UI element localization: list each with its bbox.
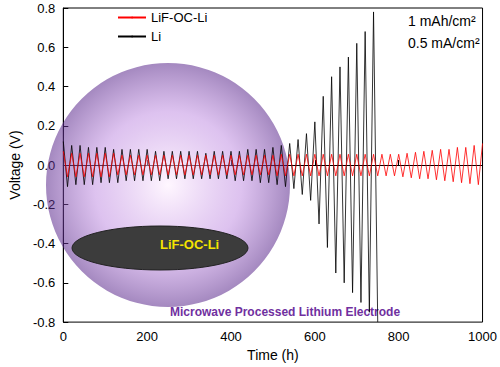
svg-text:0.4: 0.4: [37, 79, 55, 94]
svg-text:Microwave Processed Lithium El: Microwave Processed Lithium Electrode: [170, 305, 400, 319]
svg-text:0.6: 0.6: [37, 40, 55, 55]
svg-text:0.2: 0.2: [37, 118, 55, 133]
svg-text:0.0: 0.0: [37, 157, 56, 173]
svg-text:0.5 mA/cm²: 0.5 mA/cm²: [408, 35, 480, 51]
svg-text:LiF-OC-Li: LiF-OC-Li: [151, 10, 207, 25]
svg-text:-0.4: -0.4: [33, 236, 55, 251]
svg-text:-0.8: -0.8: [33, 315, 55, 330]
svg-text:800: 800: [388, 329, 410, 344]
svg-text:0: 0: [60, 329, 67, 344]
svg-text:-0.6: -0.6: [33, 275, 55, 290]
svg-text:400: 400: [220, 329, 242, 344]
svg-text:LiF-OC-Li: LiF-OC-Li: [160, 237, 219, 252]
svg-text:Time (h): Time (h): [247, 347, 299, 363]
svg-text:-0.2: -0.2: [32, 196, 56, 212]
svg-text:600: 600: [304, 329, 326, 344]
svg-text:200: 200: [136, 329, 158, 344]
svg-text:Li: Li: [151, 29, 161, 44]
svg-text:1000: 1000: [468, 329, 497, 344]
svg-text:Voltage (V): Voltage (V): [7, 130, 23, 199]
svg-text:1 mAh/cm²: 1 mAh/cm²: [408, 13, 476, 29]
svg-text:0.8: 0.8: [37, 1, 55, 16]
